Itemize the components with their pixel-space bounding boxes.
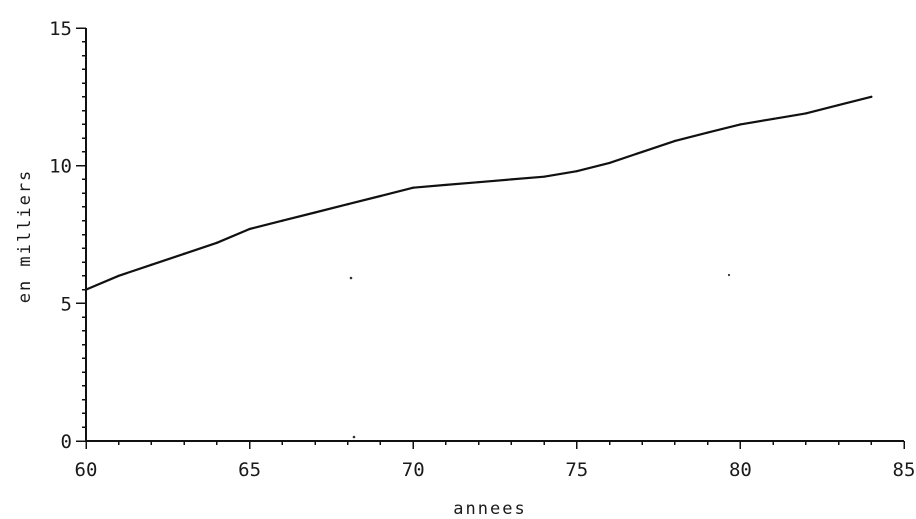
data-point — [542, 175, 546, 178]
data-point — [248, 227, 251, 231]
y-ticks: 0 5 10 15 — [49, 18, 86, 453]
data-point — [346, 203, 349, 206]
y-tick-label: 10 — [49, 156, 72, 178]
y-tick-label: 5 — [61, 293, 72, 315]
data-point — [673, 139, 677, 142]
data-point — [84, 288, 88, 291]
x-tick-label: 75 — [565, 459, 588, 481]
data-point — [412, 186, 415, 189]
data-point — [706, 131, 709, 134]
data-point — [117, 274, 120, 277]
series-line — [84, 95, 873, 291]
x-axis-title: annees — [453, 499, 526, 519]
data-point — [575, 170, 578, 173]
x-tick-label: 65 — [238, 459, 261, 481]
data-point — [379, 194, 382, 198]
data-point — [477, 181, 480, 184]
data-point — [870, 95, 873, 98]
data-point — [739, 123, 742, 126]
x-ticks: 60 65 70 75 80 85 — [75, 441, 916, 481]
x-tick-label: 85 — [893, 459, 916, 481]
data-point — [313, 211, 317, 214]
data-point — [837, 103, 840, 107]
y-axis-title: en milliers — [15, 169, 35, 304]
y-tick-label: 15 — [49, 18, 72, 40]
scan-speck — [349, 276, 353, 280]
y-tick-label: 0 — [61, 431, 72, 453]
series-layer — [84, 95, 873, 291]
data-point — [804, 112, 807, 115]
x-tick-label: 80 — [729, 459, 752, 481]
data-point — [510, 178, 513, 181]
data-point — [215, 241, 218, 244]
axes — [85, 28, 904, 442]
data-point — [772, 117, 775, 120]
data-point — [150, 263, 153, 266]
data-point — [281, 219, 284, 222]
scan-speck — [352, 435, 356, 439]
x-tick-label: 60 — [75, 459, 98, 481]
x-tick-label: 70 — [402, 459, 425, 481]
data-point — [641, 150, 644, 153]
data-point — [444, 183, 448, 187]
scan-speck — [727, 273, 731, 277]
data-point — [608, 161, 611, 165]
data-point — [183, 252, 186, 255]
